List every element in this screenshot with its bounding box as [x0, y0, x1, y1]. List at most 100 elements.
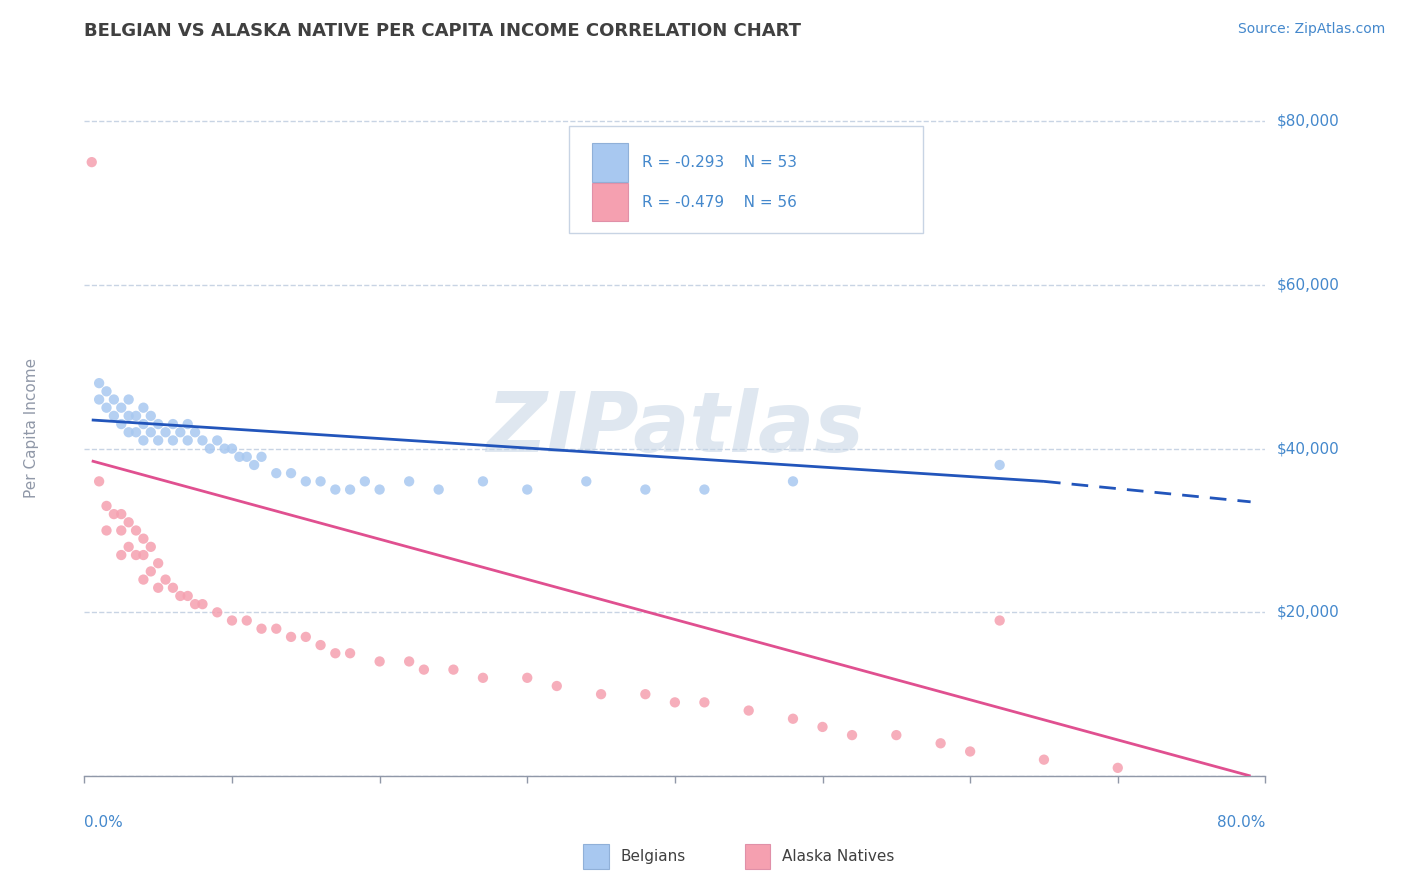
Point — [243, 458, 266, 472]
Point — [235, 614, 259, 628]
Point — [103, 409, 125, 423]
Point — [96, 524, 118, 538]
Text: R = -0.293    N = 53: R = -0.293 N = 53 — [641, 155, 797, 169]
Point — [782, 712, 804, 726]
Point — [132, 401, 155, 415]
Point — [264, 466, 288, 480]
Point — [198, 442, 221, 456]
Point — [441, 663, 464, 677]
Point — [693, 483, 716, 497]
Point — [118, 425, 141, 440]
Point — [575, 475, 598, 489]
Point — [148, 581, 170, 595]
Point — [323, 646, 347, 660]
Text: 0.0%: 0.0% — [84, 815, 124, 830]
Point — [811, 720, 834, 734]
Point — [132, 548, 155, 562]
Point — [472, 475, 495, 489]
Point — [162, 417, 184, 431]
Point — [693, 695, 716, 709]
Text: Source: ZipAtlas.com: Source: ZipAtlas.com — [1237, 22, 1385, 37]
Point — [177, 417, 200, 431]
Point — [96, 401, 118, 415]
Point — [221, 614, 243, 628]
Text: BELGIAN VS ALASKA NATIVE PER CAPITA INCOME CORRELATION CHART: BELGIAN VS ALASKA NATIVE PER CAPITA INCO… — [84, 22, 801, 40]
Point — [191, 597, 214, 611]
Point — [214, 442, 236, 456]
Point — [354, 475, 377, 489]
Point — [148, 417, 170, 431]
Point — [398, 475, 420, 489]
Point — [1032, 753, 1054, 767]
Point — [988, 614, 1011, 628]
Text: Alaska Natives: Alaska Natives — [782, 849, 894, 863]
Point — [339, 483, 361, 497]
Point — [205, 605, 228, 619]
Point — [841, 728, 863, 742]
Point — [323, 483, 347, 497]
Point — [205, 434, 228, 448]
Point — [184, 425, 207, 440]
Point — [664, 695, 686, 709]
Point — [96, 384, 118, 399]
Point — [221, 442, 243, 456]
Point — [125, 548, 148, 562]
Point — [118, 409, 141, 423]
Point — [1107, 761, 1129, 775]
Text: R = -0.479    N = 56: R = -0.479 N = 56 — [641, 194, 797, 210]
Point — [80, 155, 103, 169]
Point — [110, 507, 132, 521]
Point — [162, 581, 184, 595]
Point — [103, 392, 125, 407]
Point — [87, 392, 111, 407]
FancyBboxPatch shape — [592, 183, 627, 221]
Point — [139, 425, 162, 440]
Point — [280, 630, 302, 644]
Point — [309, 638, 332, 652]
Point — [169, 589, 191, 603]
Point — [191, 434, 214, 448]
Point — [132, 417, 155, 431]
Point — [929, 736, 952, 750]
Point — [413, 663, 436, 677]
Point — [250, 450, 273, 464]
Point — [110, 401, 132, 415]
Point — [125, 409, 148, 423]
Point — [155, 425, 177, 440]
Text: $40,000: $40,000 — [1277, 442, 1340, 456]
Point — [177, 589, 200, 603]
Point — [87, 475, 111, 489]
Point — [148, 434, 170, 448]
Point — [228, 450, 250, 464]
Text: Belgians: Belgians — [620, 849, 685, 863]
Point — [184, 597, 207, 611]
Point — [427, 483, 450, 497]
Point — [295, 475, 318, 489]
Point — [162, 434, 184, 448]
Text: ZIPatlas: ZIPatlas — [486, 388, 863, 468]
Point — [988, 458, 1011, 472]
Point — [250, 622, 273, 636]
Point — [125, 425, 148, 440]
Point — [591, 687, 613, 701]
Point — [235, 450, 259, 464]
Point — [516, 483, 538, 497]
Text: $20,000: $20,000 — [1277, 605, 1340, 620]
Point — [110, 524, 132, 538]
Point — [368, 655, 391, 669]
Point — [118, 392, 141, 407]
Point — [782, 475, 804, 489]
Text: $60,000: $60,000 — [1277, 277, 1340, 293]
Point — [87, 376, 111, 391]
Point — [132, 532, 155, 546]
Point — [118, 540, 141, 554]
Point — [516, 671, 538, 685]
Point — [295, 630, 318, 644]
Point — [96, 499, 118, 513]
Point — [148, 556, 170, 570]
Point — [738, 704, 761, 718]
Point — [959, 744, 981, 758]
Point — [118, 516, 141, 530]
FancyBboxPatch shape — [592, 144, 627, 181]
Point — [177, 434, 200, 448]
